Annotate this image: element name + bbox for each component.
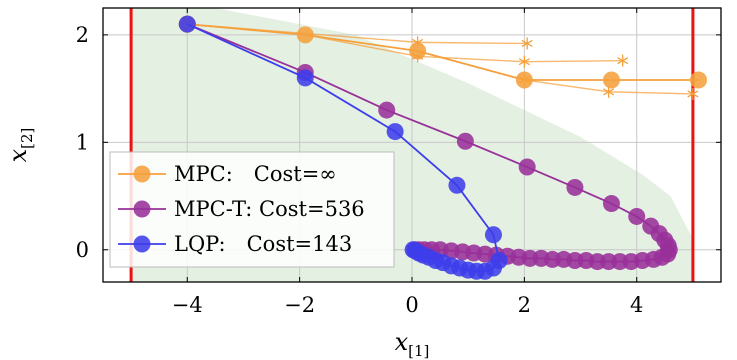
data-point [296, 69, 314, 87]
legend: MPC: Cost=∞ MPC-T: Cost=536 LQP: Cost=143 [109, 151, 395, 268]
legend-swatch-marker [133, 165, 151, 183]
data-point [628, 207, 646, 225]
data-point [386, 123, 404, 141]
data-point [602, 195, 620, 213]
prediction-line [305, 34, 623, 63]
series-lqp [178, 15, 508, 280]
prediction-marker [617, 54, 629, 67]
data-point [404, 241, 422, 259]
series-layer [178, 15, 708, 280]
legend-entry-mpc-t: MPC-T: Cost=536 [118, 197, 365, 221]
prediction-marker [518, 55, 530, 68]
legend-entry-mpc: MPC: Cost=∞ [118, 162, 337, 186]
legend-entry-lqp: LQP: Cost=143 [118, 232, 352, 256]
data-point [456, 132, 474, 150]
legend-label: MPC: Cost=∞ [174, 162, 337, 186]
x-tick-label: 0 [405, 293, 418, 317]
x-axis-label: x[1] [395, 328, 430, 360]
data-point [448, 176, 466, 194]
legend-swatch-marker [133, 235, 151, 253]
data-point [566, 178, 584, 196]
data-point [296, 26, 314, 44]
y-tick-label: 2 [76, 23, 89, 47]
data-point [178, 15, 196, 33]
legend-swatch-marker [133, 200, 151, 218]
data-point [484, 226, 502, 244]
y-tick-label: 1 [76, 130, 89, 154]
tick-layer: −4 −2 0 2 4 0 1 2 [76, 8, 721, 317]
data-point [602, 71, 620, 89]
series-line-mpc [187, 23, 699, 81]
prediction-marker [687, 87, 699, 100]
data-point [515, 71, 533, 89]
series-mpc [178, 15, 708, 89]
data-point [690, 71, 708, 89]
prediction-marker [521, 37, 533, 50]
legend-label: LQP: Cost=143 [174, 232, 352, 256]
y-axis-label: x[2] [4, 128, 36, 163]
y-tick-label: 0 [76, 238, 89, 262]
x-tick-label: 2 [518, 293, 531, 317]
x-tick-label: −2 [284, 293, 315, 317]
data-point [378, 101, 396, 119]
x-tick-label: 4 [630, 293, 643, 317]
data-point [409, 42, 427, 60]
legend-label: MPC-T: Cost=536 [174, 197, 365, 221]
x-tick-label: −4 [172, 293, 203, 317]
data-point [518, 158, 536, 176]
